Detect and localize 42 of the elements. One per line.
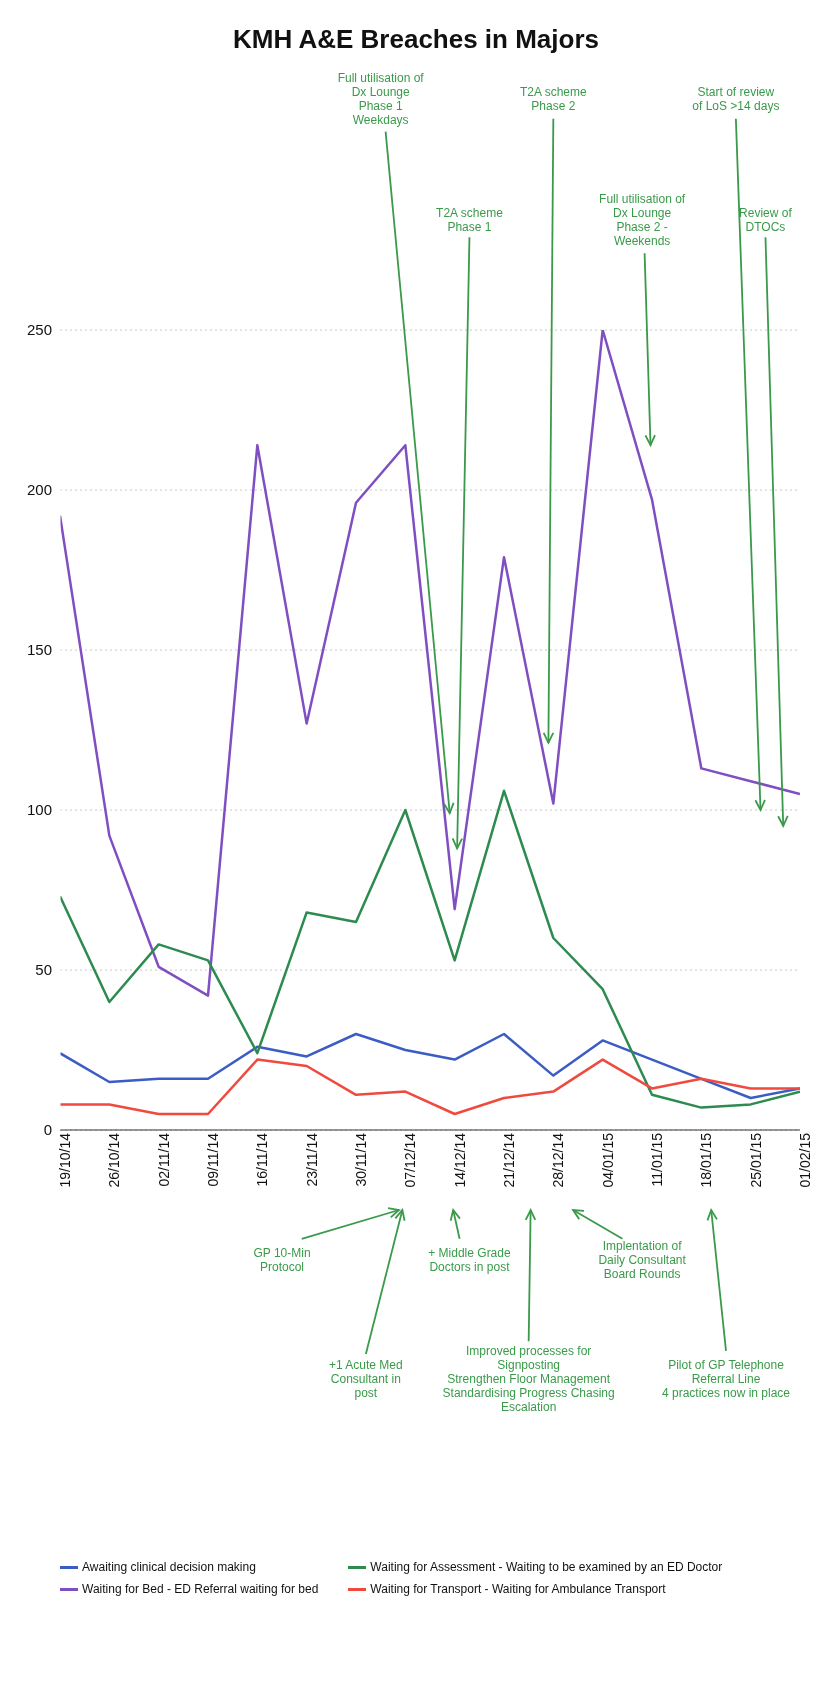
y-tick-label: 100 [26,801,52,819]
text: +1 Acute Med Consultant in post [329,1357,403,1400]
x-tick-label: 11/01/15 [648,1132,665,1187]
legend-label: Waiting for Transport - Waiting for Ambulance Transport [370,1582,666,1596]
text: T2A scheme Phase 2 [519,84,588,113]
text: GP 10-Min Protocol [253,1246,311,1275]
y-tick-label: 250 [26,321,52,339]
line-series [60,330,800,997]
text: Start of review of LoS >14 days [692,84,780,113]
text: + Middle Grade Doctors in post [428,1246,511,1275]
text: Review of DTOCs [739,206,793,235]
legend-label: Waiting for Assessment - Waiting to be examined by an ED Doctor [370,1560,723,1574]
x-tick-label: 04/01/15 [599,1132,616,1188]
text: Full utilisation of Dx Lounge Phase 1 Weekdays [337,70,425,127]
text: Implentation of Daily Consultant Board Rounds [598,1239,687,1282]
x-tick-label: 01/02/15 [796,1132,813,1188]
x-tick-label: 07/12/14 [402,1132,419,1188]
line-series [60,1058,800,1116]
x-tick-label: 25/01/15 [747,1132,764,1188]
text: T2A scheme Phase 1 [436,206,504,235]
x-tick-label: 02/11/14 [155,1132,172,1187]
x-tick-label: 23/11/14 [303,1132,320,1187]
legend-label: Awaiting clinical decision making [82,1560,256,1574]
y-tick-label: 200 [26,481,52,499]
y-tick-label: 50 [35,961,52,979]
y-tick-label: 0 [43,1121,52,1139]
y-tick-label: 150 [26,641,52,659]
x-tick-label: 28/12/14 [550,1132,567,1188]
text: Pilot of GP Telephone Referral Line 4 practices now in place [661,1357,791,1400]
x-tick-label: 09/11/14 [204,1132,221,1187]
line-series [60,789,800,1109]
text: Full utilisation of Dx Lounge Phase 2 - Weekends [599,192,686,249]
x-tick-label: 19/10/14 [56,1132,73,1188]
x-tick-label: 16/11/14 [254,1132,271,1187]
text: Improved processes for Signposting Strengthen Floor Management Standardising Progress Chasing Escalation [442,1343,615,1414]
x-tick-label: 18/01/15 [698,1132,715,1188]
x-tick-label: 26/10/14 [106,1132,123,1188]
x-tick-label: 14/12/14 [451,1132,468,1188]
x-tick-label: 21/12/14 [500,1132,517,1188]
legend-label: Waiting for Bed - ED Referral waiting for bed [82,1582,319,1596]
chart-title: KMH A&E Breaches in Majors [232,24,600,55]
x-tick-label: 30/11/14 [352,1132,369,1187]
